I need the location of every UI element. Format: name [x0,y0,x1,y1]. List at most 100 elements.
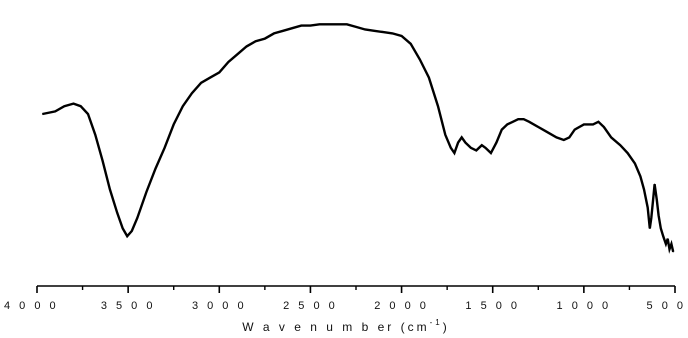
x-axis-label-text: W a v e n u m b er (cm [242,320,429,334]
spectrum-point [227,61,229,63]
spectrum-point [555,136,558,138]
x-tick-label: 1 5 0 0 [465,300,520,312]
x-tick-label: 5 0 0 [647,300,686,312]
spectrum-point [355,26,357,28]
spectrum-point [650,217,652,219]
spectrum-point [490,152,492,154]
spectrum-point [495,142,497,144]
spectrum-point [126,235,128,237]
x-axis-label-close: ) [443,320,450,334]
spectrum-point [145,191,147,193]
spectrum-point [660,227,662,229]
spectrum-point [428,77,430,79]
spectrum-point [597,121,600,123]
spectrum-point [457,142,459,144]
x-axis-ticks [36,286,676,293]
spectrum-point [337,23,339,25]
spectrum-point [670,243,673,245]
spectrum-point [419,58,421,61]
spectrum-point [464,142,466,144]
spectrum-point [546,131,549,133]
spectrum-point [517,118,519,120]
spectrum-point [164,147,166,149]
spectrum-point [318,23,321,25]
spectrum-point [484,147,486,149]
spectrum-point [523,118,525,120]
spectrum-point [264,38,266,40]
spectrum-point [382,31,384,33]
x-tick-label: 2 0 0 0 [374,300,429,312]
spectrum-point [309,25,311,27]
x-tick-label: 2 5 0 0 [283,300,338,312]
spectrum-point [236,53,239,55]
spectrum-point [568,136,570,138]
x-axis-label: W a v e n u m b er (cm-1) [242,318,449,334]
spectrum-point [122,227,124,229]
spectrum-point [528,121,530,123]
spectrum-point [619,144,621,146]
spectrum-point [506,123,508,125]
spectrum-point [667,238,669,240]
spectrum-point [665,243,667,245]
spectrum-point [501,129,503,131]
spectrum-point [649,227,651,229]
spectrum-point [109,188,111,190]
spectrum-point [654,183,656,185]
spectrum-point [662,235,664,237]
spectrum-point [218,71,220,73]
spectrum-point [80,105,82,107]
spectrum-point [574,129,576,131]
x-tick-label: 4 0 0 0 [4,300,59,312]
spectrum-point [273,32,275,35]
spectrum-point [246,45,248,48]
spectrum-point [656,199,658,201]
spectrum-point [647,207,649,209]
spectrum-point [583,123,585,125]
spectrum-point [627,152,629,154]
spectrum-point [450,147,452,149]
spectrum-point [291,27,293,29]
spectrum-point [300,25,302,27]
spectrum-point [444,134,446,136]
spectrum-point [136,217,138,219]
spectrum-point [453,152,455,154]
spectrum-point [346,23,348,25]
spectrum-point [643,188,645,190]
spectrum-point [658,214,660,216]
spectrum-point [364,28,366,31]
spectrum-point [470,147,472,149]
x-tick-label: 1 0 0 0 [557,300,612,312]
spectrum-point [634,162,636,164]
spectrum-point [282,30,284,32]
spectrum-point [116,212,118,214]
spectrum-point [475,149,477,151]
spectrum-point [200,82,202,84]
spectrum-point [437,105,439,107]
spectrum-point [94,134,96,136]
x-axis-label-exponent: -1 [430,318,443,327]
spectrum-point [668,248,671,250]
spectrum-point [173,123,175,125]
spectrum-point [63,105,65,107]
spectrum-point [481,144,483,146]
spectrum-point [102,160,104,162]
spectrum-point [54,110,56,112]
spectrum-point [672,251,674,253]
x-tick-label: 3 5 0 0 [101,300,156,312]
spectrum-point [537,126,539,128]
spectrum-point [391,32,394,35]
spectrum-point [182,105,184,107]
x-axis-tick-labels: 4 0 0 0 3 5 0 0 3 0 0 0 2 5 0 0 2 0 0 0 1 5 0… [4,300,686,312]
spectrum-point [191,92,193,94]
spectrum-point [410,43,412,45]
spectrum-point [328,23,330,25]
spectrum-point [401,35,403,37]
spectrum-point [209,77,211,79]
spectrum-point [592,123,594,125]
x-tick-label: 3 0 0 0 [192,300,247,312]
spectrum-point [610,136,612,138]
spectrum-point [373,30,375,32]
spectrum-series [41,23,675,254]
spectrum-point [652,199,654,201]
